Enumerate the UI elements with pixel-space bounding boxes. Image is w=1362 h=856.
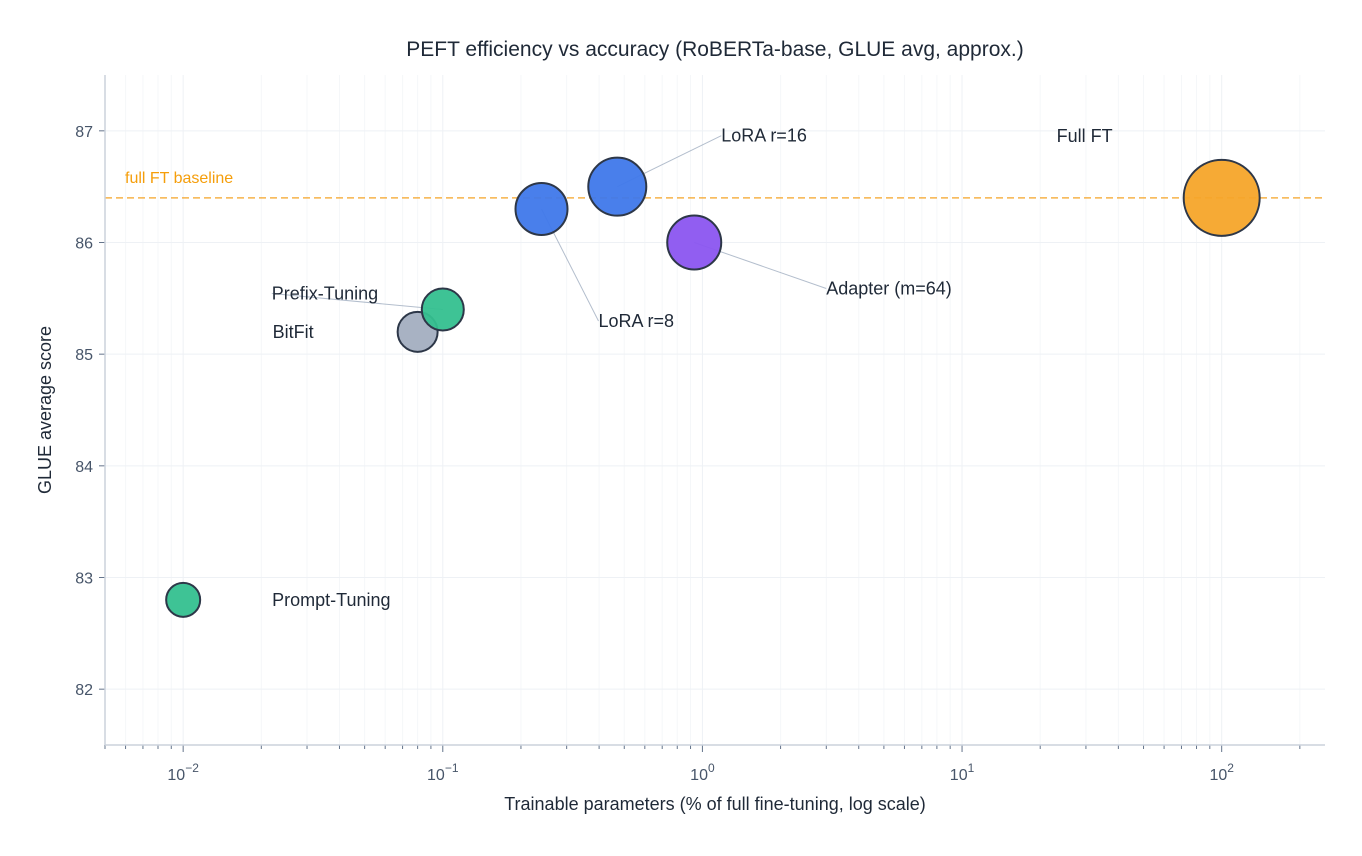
x-axis-label: Trainable parameters (% of full fine-tun… xyxy=(504,794,926,814)
y-tick-label: 82 xyxy=(75,682,93,699)
point-label: Prefix-Tuning xyxy=(272,284,378,304)
leader-line xyxy=(271,293,443,310)
y-axis-label: GLUE average score xyxy=(35,326,55,494)
axes: 82 83 84 85 86 87 10−2 10−1 100 101 102 xyxy=(75,75,1325,784)
x-tick-label: 102 xyxy=(1209,761,1234,784)
y-tick-label: 85 xyxy=(75,347,93,364)
baseline-label: full FT baseline xyxy=(125,170,233,187)
point-label: Adapter (m=64) xyxy=(826,279,952,299)
baseline: full FT baseline xyxy=(105,170,1325,199)
y-tick-label: 84 xyxy=(75,459,93,476)
x-tick-label: 100 xyxy=(690,761,715,784)
data-point xyxy=(420,287,465,332)
point-labels: Prompt-Tuning BitFit Prefix-Tuning LoRA r=8… xyxy=(272,126,1113,610)
x-tick-label: 10−2 xyxy=(167,761,199,784)
point-label: BitFit xyxy=(273,322,314,342)
points xyxy=(165,156,1261,618)
chart-title: PEFT efficiency vs accuracy (RoBERTa-bas… xyxy=(406,38,1023,61)
x-tick-label: 101 xyxy=(950,761,975,784)
data-point xyxy=(666,214,723,271)
data-point xyxy=(1182,158,1261,237)
y-tick-label: 83 xyxy=(75,571,93,588)
data-point xyxy=(514,182,569,236)
point-label: Full FT xyxy=(1057,126,1113,146)
data-point xyxy=(165,581,202,618)
grid xyxy=(104,75,1325,745)
y-tick-label: 86 xyxy=(75,236,93,253)
point-label: LoRA r=16 xyxy=(721,126,807,146)
point-label: Prompt-Tuning xyxy=(272,590,390,610)
x-tick-label: 10−1 xyxy=(427,761,459,784)
data-point xyxy=(587,156,648,217)
point-label: LoRA r=8 xyxy=(599,311,675,331)
y-tick-label: 87 xyxy=(75,124,93,141)
